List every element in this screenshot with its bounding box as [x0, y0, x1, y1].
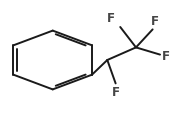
Text: F: F: [112, 86, 120, 99]
Text: F: F: [150, 15, 159, 28]
Text: F: F: [107, 12, 115, 25]
Text: F: F: [162, 50, 170, 63]
